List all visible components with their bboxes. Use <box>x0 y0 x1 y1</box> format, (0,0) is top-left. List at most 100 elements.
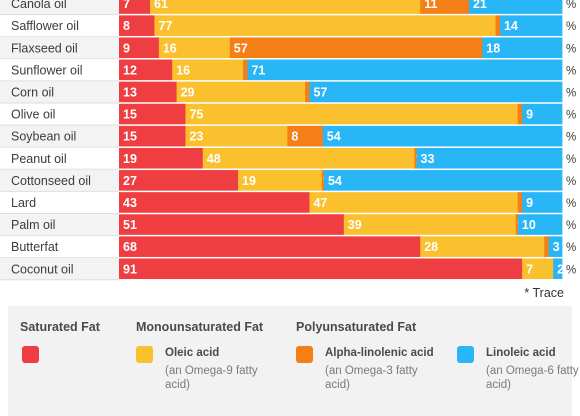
data-label-saturated-lard: 43 <box>123 196 137 210</box>
category-label-butterfat: Butterfat <box>11 240 59 254</box>
bar-linoleic-olive-oil <box>522 103 563 125</box>
bar-oleic-safflower-oil <box>154 15 496 36</box>
bar-linoleic-palm-oil <box>517 214 563 235</box>
bar-alpha_linolenic-canola-oil <box>420 0 470 14</box>
data-label-alpha_linolenic-flaxseed-oil: 57 <box>234 41 248 55</box>
data-label-oleic-cottonseed-oil: 19 <box>242 174 256 188</box>
unit-label-palm-oil: % <box>566 220 576 232</box>
row-bg <box>0 59 119 81</box>
data-label-oleic-soybean-oil: 23 <box>189 130 203 144</box>
legend-oleic-label: Oleic acid <box>165 347 220 359</box>
bar-oleic-palm-oil <box>343 214 517 235</box>
bar-oleic-canola-oil <box>150 0 421 14</box>
data-label-oleic-sunflower-oil: 16 <box>176 63 190 77</box>
legend-linoleic-note: (an Omega-6 fatty acid) <box>486 365 579 391</box>
bar-linoleic-coconut-oil <box>553 258 563 280</box>
category-label-palm-oil: Palm oil <box>11 218 55 232</box>
data-label-saturated-safflower-oil: 8 <box>123 19 130 33</box>
row-bg <box>0 214 119 236</box>
category-label-canola-oil: Canola oil <box>11 0 67 11</box>
bar-alpha_linolenic-flaxseed-oil <box>229 37 483 59</box>
data-label-linoleic-coconut-oil: 2 <box>557 262 564 276</box>
unit-label-peanut-oil: % <box>566 154 576 166</box>
category-label-sunflower-oil: Sunflower oil <box>11 63 83 77</box>
bar-oleic-olive-oil <box>185 103 519 125</box>
row-bg <box>0 191 119 213</box>
legend-linoleic-label: Linoleic acid <box>486 347 556 359</box>
row-bg <box>0 81 119 103</box>
data-label-oleic-canola-oil: 61 <box>154 0 168 11</box>
bar-linoleic-butterfat <box>548 236 563 257</box>
data-label-saturated-corn-oil: 13 <box>123 85 137 99</box>
data-label-saturated-palm-oil: 51 <box>123 218 137 232</box>
data-label-saturated-peanut-oil: 19 <box>123 152 137 166</box>
data-label-linoleic-butterfat: 3 <box>553 240 560 254</box>
data-label-alpha_linolenic-soybean-oil: 8 <box>291 130 298 144</box>
bar-alpha_linolenic-lard <box>517 192 523 213</box>
bar-saturated-peanut-oil <box>119 147 204 169</box>
category-label-soybean-oil: Soybean oil <box>11 130 76 144</box>
row-bg <box>0 37 119 59</box>
bar-oleic-corn-oil <box>176 81 306 103</box>
bar-oleic-butterfat <box>420 236 545 257</box>
unit-label-flaxseed-oil: % <box>566 43 576 55</box>
legend-oleic-swatch <box>136 346 153 363</box>
data-label-oleic-coconut-oil: 7 <box>526 262 533 276</box>
legend-ala-swatch <box>296 346 313 363</box>
bar-linoleic-flaxseed-oil <box>482 37 563 59</box>
category-label-coconut-oil: Coconut oil <box>11 262 74 276</box>
category-label-safflower-oil: Safflower oil <box>11 19 79 33</box>
fat-composition-chart: Canola oil 7 61 11 21% Safflower oil 8 7 71 14% Fl… <box>0 0 576 300</box>
row-bg <box>0 103 119 125</box>
unit-label-canola-oil: % <box>566 0 576 11</box>
legend-mono-header: Monounsaturated Fat <box>136 320 264 334</box>
data-label-linoleic-corn-oil: 57 <box>313 85 327 99</box>
category-label-flaxseed-oil: Flaxseed oil <box>11 41 78 55</box>
legend-linoleic-swatch <box>457 346 474 363</box>
row-bg <box>0 147 119 169</box>
bar-alpha_linolenic-palm-oil <box>515 214 519 235</box>
row-bg <box>0 0 119 15</box>
data-label-saturated-canola-oil: 7 <box>123 0 130 11</box>
data-label-saturated-cottonseed-oil: 27 <box>123 174 137 188</box>
data-label-linoleic-sunflower-oil: 71 <box>251 63 265 77</box>
unit-label-olive-oil: % <box>566 110 576 122</box>
unit-label-soybean-oil: % <box>566 132 576 144</box>
bar-alpha_linolenic-olive-oil <box>517 103 523 125</box>
bar-saturated-flaxseed-oil <box>119 37 160 59</box>
data-label-linoleic-safflower-oil: 14 <box>504 19 518 33</box>
bar-alpha_linolenic-peanut-oil <box>414 147 417 169</box>
category-label-peanut-oil: Peanut oil <box>11 152 67 166</box>
legend-oleic-note: (an Omega-9 fatty acid) <box>165 365 258 391</box>
data-label-oleic-safflower-oil: 77 <box>158 19 172 33</box>
data-label-saturated-coconut-oil: 91 <box>123 262 137 276</box>
bar-saturated-corn-oil <box>119 81 177 103</box>
data-label-saturated-olive-oil: 15 <box>123 108 137 122</box>
data-label-linoleic-soybean-oil: 54 <box>327 130 341 144</box>
category-label-cottonseed-oil: Cottonseed oil <box>11 174 91 188</box>
data-label-oleic-butterfat: 28 <box>424 240 438 254</box>
row-bg <box>0 236 119 258</box>
legend-saturated-swatch <box>22 346 39 363</box>
data-label-saturated-sunflower-oil: 12 <box>123 63 137 77</box>
data-label-linoleic-cottonseed-oil: 54 <box>328 174 342 188</box>
legend-ala-label: Alpha-linolenic acid <box>325 347 434 359</box>
bar-alpha_linolenic-safflower-oil <box>495 15 501 36</box>
bar-oleic-lard <box>309 192 519 213</box>
bar-oleic-soybean-oil <box>185 125 288 147</box>
data-label-linoleic-canola-oil: 21 <box>473 0 487 11</box>
bar-alpha_linolenic-sunflower-oil <box>243 59 248 81</box>
bar-oleic-coconut-oil <box>522 258 554 280</box>
bar-saturated-safflower-oil <box>119 15 155 36</box>
unit-label-coconut-oil: % <box>566 264 576 276</box>
unit-label-safflower-oil: % <box>566 21 576 33</box>
data-label-linoleic-palm-oil: 10 <box>522 218 536 232</box>
data-label-saturated-flaxseed-oil: 9 <box>123 41 130 55</box>
row-bg <box>0 15 119 37</box>
bar-saturated-canola-oil <box>119 0 151 14</box>
unit-label-corn-oil: % <box>566 87 576 99</box>
bar-alpha_linolenic-soybean-oil <box>287 125 324 147</box>
bar-oleic-peanut-oil <box>202 147 415 169</box>
unit-label-butterfat: % <box>566 242 576 254</box>
bar-alpha_linolenic-corn-oil <box>305 81 310 103</box>
